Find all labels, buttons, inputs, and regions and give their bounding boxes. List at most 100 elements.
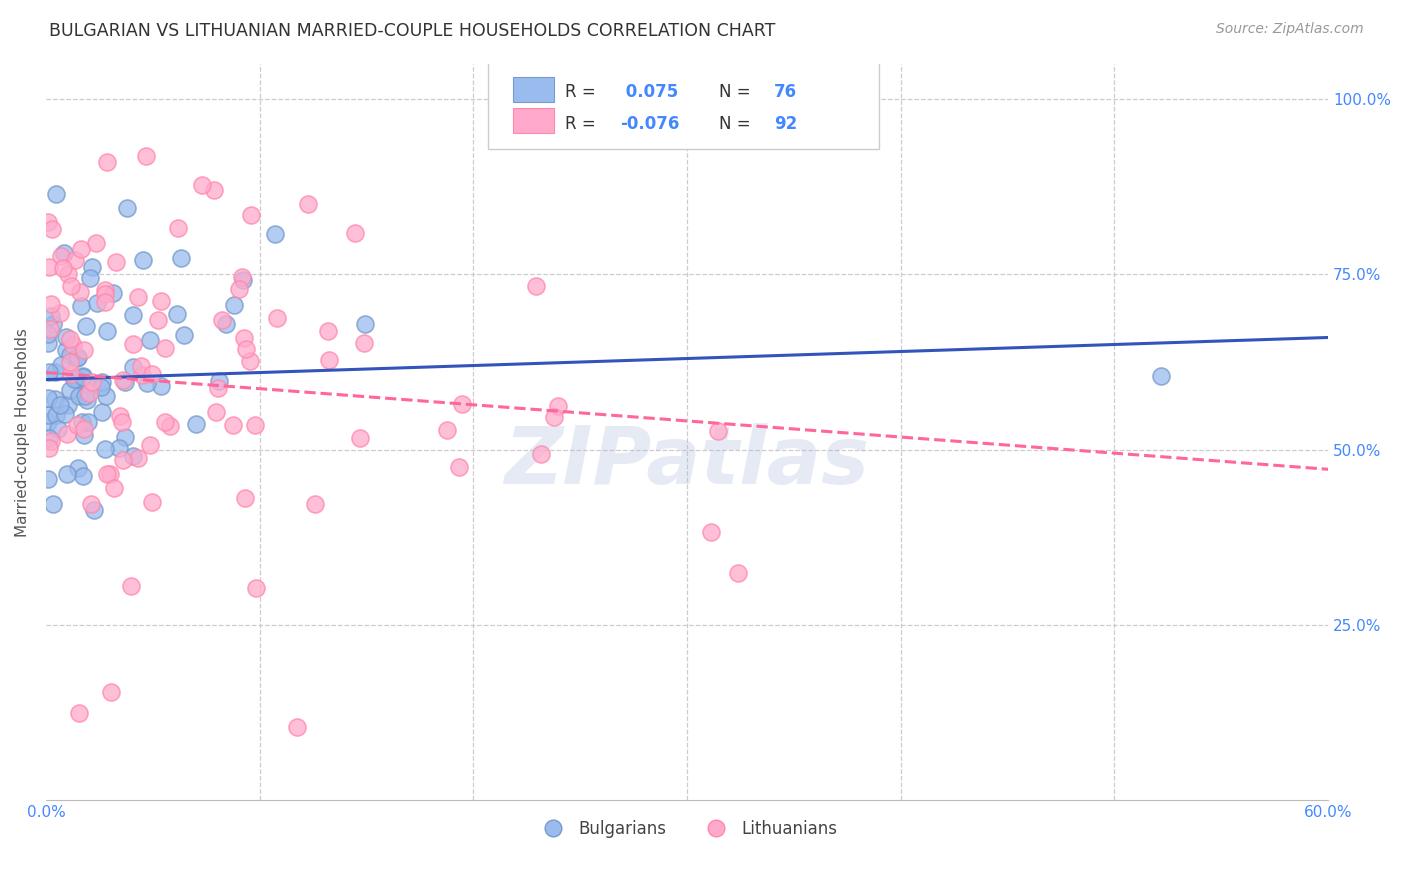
Point (166, 220, 188, 235)
Point (49, 358, 72, 372)
Point (72, 468, 94, 483)
Point (224, 298, 246, 312)
Point (173, 327, 195, 342)
Point (46, 422, 69, 436)
Point (263, 227, 285, 242)
FancyBboxPatch shape (513, 108, 554, 133)
Point (707, 425, 730, 439)
Point (149, 293, 172, 308)
Point (96, 324, 118, 338)
Point (235, 342, 257, 356)
Point (139, 333, 162, 347)
Point (149, 378, 172, 392)
Point (231, 269, 253, 284)
Point (122, 449, 145, 463)
Text: N =: N = (718, 83, 756, 101)
Point (96, 155, 118, 169)
Point (239, 354, 262, 368)
Text: 92: 92 (775, 115, 797, 133)
Point (79, 271, 101, 285)
Point (727, 566, 749, 580)
Point (75, 389, 97, 403)
Point (39, 310, 62, 324)
Point (98, 467, 121, 481)
Text: R =: R = (565, 83, 602, 101)
Point (70, 415, 93, 429)
Point (66, 417, 89, 432)
Text: N =: N = (718, 115, 756, 133)
Point (84, 236, 107, 251)
Point (77, 386, 100, 401)
Point (80, 497, 103, 511)
Point (131, 368, 153, 383)
Point (114, 375, 136, 389)
Point (90, 380, 112, 394)
Text: 0.075: 0.075 (620, 83, 679, 101)
Point (110, 409, 132, 424)
Point (100, 684, 122, 698)
Point (45, 408, 67, 422)
Point (41, 222, 63, 236)
Y-axis label: Married-couple Households: Married-couple Households (15, 327, 30, 537)
Point (72, 422, 94, 436)
Point (122, 308, 145, 322)
Text: Source: ZipAtlas.com: Source: ZipAtlas.com (1216, 22, 1364, 37)
Point (447, 460, 470, 475)
Point (129, 359, 152, 373)
Point (90, 375, 112, 389)
Point (104, 254, 127, 268)
Point (94, 287, 117, 301)
Point (239, 208, 262, 222)
Point (37, 472, 59, 486)
Point (96, 467, 118, 481)
Point (111, 415, 134, 429)
Point (55, 407, 77, 421)
Point (60, 279, 83, 293)
Point (186, 417, 208, 431)
Point (49, 398, 72, 412)
Point (52, 260, 75, 275)
Point (37, 416, 59, 430)
Point (127, 450, 149, 465)
Point (524, 279, 547, 293)
Point (62, 338, 84, 352)
Point (44, 392, 66, 406)
Text: -0.076: -0.076 (620, 115, 679, 133)
Point (155, 415, 177, 429)
Point (146, 313, 169, 327)
Point (80, 260, 103, 275)
Point (159, 418, 181, 433)
Point (37, 215, 59, 229)
Point (136, 376, 159, 390)
Point (191, 178, 214, 192)
Point (111, 373, 134, 387)
Point (127, 290, 149, 304)
Point (38, 260, 60, 274)
Point (700, 525, 723, 540)
Point (55, 330, 77, 344)
Point (42, 318, 65, 332)
Point (67, 389, 90, 403)
Point (103, 481, 125, 495)
Point (93, 442, 115, 456)
Point (214, 317, 236, 331)
Point (170, 251, 193, 265)
Point (55, 343, 77, 357)
Point (211, 312, 233, 326)
Point (353, 318, 375, 332)
Point (73, 343, 96, 357)
Point (132, 253, 155, 268)
Point (77, 416, 100, 430)
Point (141, 367, 163, 381)
Point (120, 579, 142, 593)
Point (49, 249, 72, 263)
Point (318, 324, 340, 338)
Text: 76: 76 (775, 83, 797, 101)
Point (208, 374, 231, 388)
Point (655, 110, 678, 124)
Point (349, 431, 371, 445)
Point (436, 424, 458, 438)
Point (56, 398, 79, 412)
Point (59, 367, 82, 381)
Text: R =: R = (565, 115, 602, 133)
